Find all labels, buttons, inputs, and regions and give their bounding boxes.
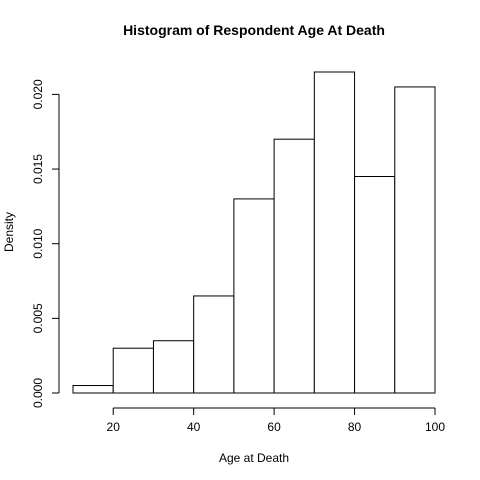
x-tick-label: 20 bbox=[107, 420, 121, 434]
x-tick-label: 60 bbox=[267, 420, 281, 434]
y-axis-label: Density bbox=[2, 212, 16, 252]
histogram-bar-4 bbox=[193, 295, 235, 394]
y-tick-label: 0.005 bbox=[31, 303, 45, 333]
histogram-bar-2 bbox=[112, 347, 154, 394]
x-axis-label: Age at Death bbox=[219, 451, 289, 465]
histogram-bar-8 bbox=[354, 176, 396, 394]
bars-group bbox=[72, 71, 436, 394]
x-tick-label: 80 bbox=[348, 420, 362, 434]
y-tick-label: 0.015 bbox=[31, 154, 45, 184]
histogram-bar-1 bbox=[72, 385, 114, 394]
y-tick-label: 0.020 bbox=[31, 79, 45, 109]
histogram-bar-7 bbox=[313, 71, 356, 394]
histogram-bar-5 bbox=[233, 198, 275, 394]
histogram-bar-6 bbox=[273, 138, 315, 394]
y-tick-label: 0.000 bbox=[31, 378, 45, 408]
x-tick-label: 100 bbox=[425, 420, 445, 434]
chart-title: Histogram of Respondent Age At Death bbox=[123, 22, 385, 38]
y-tick-label: 0.010 bbox=[31, 228, 45, 258]
histogram-bar-9 bbox=[394, 86, 436, 394]
histogram-bar-3 bbox=[152, 340, 195, 394]
x-axis: 20 40 60 80 100 bbox=[107, 407, 445, 434]
y-axis: 0.000 0.005 0.010 0.015 0.020 bbox=[31, 79, 60, 408]
x-tick-label: 40 bbox=[187, 420, 201, 434]
